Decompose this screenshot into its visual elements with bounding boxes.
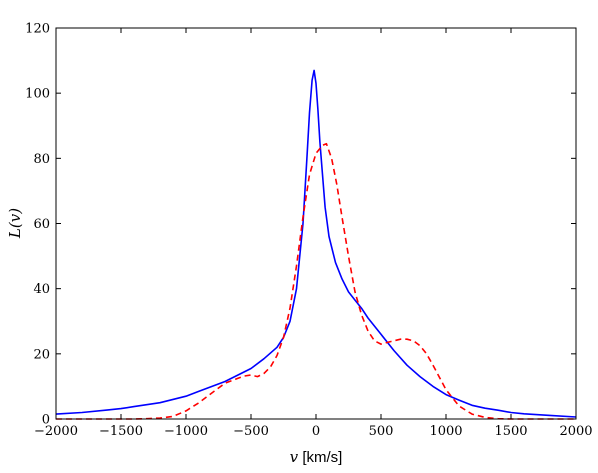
- series-line-2: [56, 142, 576, 420]
- y-tick-label: 120: [25, 22, 50, 37]
- x-tick-label: −1500: [99, 424, 143, 439]
- y-tick-label: 20: [33, 347, 50, 362]
- plot-area: [55, 27, 577, 420]
- x-axis-unit: [km/s]: [298, 449, 342, 466]
- x-axis-title: v [km/s]: [290, 448, 343, 466]
- x-tick-label: 1000: [429, 424, 462, 439]
- x-tick-label: 1500: [494, 424, 527, 439]
- x-tick-label: −2000: [34, 424, 78, 439]
- y-axis-title: L(v): [6, 208, 24, 239]
- series-line-1: [55, 69, 577, 418]
- y-tick-label: 60: [33, 217, 50, 232]
- x-axis-variable: v: [290, 448, 299, 466]
- x-tick-label: −1000: [164, 424, 208, 439]
- x-tick-label: 0: [312, 424, 320, 439]
- x-tick-label: 2000: [559, 424, 592, 439]
- y-tick-label: 80: [33, 152, 50, 167]
- x-axis-ticks: −2000 −1500 −1000 −500 0 500 1000 1500 2000: [34, 28, 593, 439]
- series-layer: [55, 69, 577, 420]
- x-tick-label: 500: [369, 424, 394, 439]
- x-tick-label: −500: [233, 424, 269, 439]
- y-tick-label: 100: [25, 87, 50, 102]
- y-axis-ticks: 0 20 40 60 80 100 120: [25, 22, 576, 428]
- y-tick-label: 40: [33, 282, 50, 297]
- y-tick-label: 0: [42, 413, 50, 428]
